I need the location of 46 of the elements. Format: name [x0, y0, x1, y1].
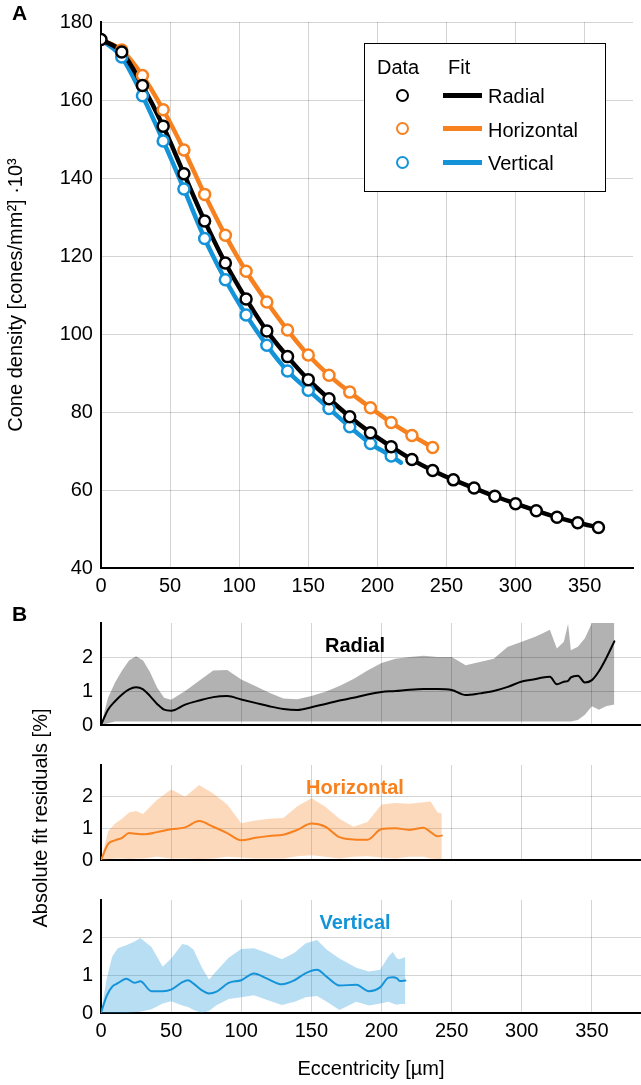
legend-label: Radial	[488, 84, 545, 108]
x-tick-label: 0	[95, 1018, 107, 1041]
annotation: Fit	[448, 55, 471, 79]
y-tick-label: 100	[59, 321, 93, 344]
y-tick-label: 80	[70, 399, 93, 422]
y-tick-label: 2	[81, 644, 93, 667]
y-tick-label: 1	[81, 678, 93, 701]
x-tick-label: 250	[429, 573, 464, 596]
y-tick-label: 40	[70, 555, 93, 578]
x-tick-label: 50	[160, 1018, 183, 1041]
y-tick-label: 2	[81, 925, 93, 948]
x-tick-label: 50	[158, 573, 182, 596]
y-tick-label: 140	[59, 165, 93, 188]
legend-label: Vertical	[488, 151, 554, 175]
y-tick-label: 180	[59, 9, 93, 32]
y-axis-title: Cone density [cones/mm²] ·10³	[3, 157, 26, 432]
x-tick-label: 200	[364, 1018, 399, 1041]
y-tick-label: 1	[81, 815, 93, 838]
x-tick-label: 300	[505, 1018, 539, 1041]
y-tick-label: 2	[81, 784, 93, 807]
y-axis-title: Absolute fit residuals [%]	[28, 708, 52, 927]
y-tick-label: 1	[81, 962, 93, 985]
y-tick-label: 0	[81, 712, 93, 735]
legend-label: Horizontal	[488, 117, 579, 142]
text: Vertical	[319, 910, 391, 933]
x-tick-label: 100	[222, 573, 256, 596]
text: A	[12, 1, 28, 25]
x-tick-label: 350	[567, 573, 602, 596]
x-tick-label: 350	[575, 1018, 609, 1041]
x-axis-title: Eccentricity [µm]	[297, 1056, 445, 1079]
x-tick-label: 150	[294, 1018, 329, 1041]
x-tick-label: 100	[224, 1018, 258, 1041]
x-tick-label: 200	[360, 573, 395, 596]
text: Horizontal	[306, 775, 404, 798]
y-tick-label: 0	[81, 1000, 93, 1023]
text: Radial	[324, 633, 386, 656]
x-tick-label: 150	[291, 573, 325, 596]
y-tick-label: 160	[59, 87, 93, 110]
x-tick-label: 300	[498, 573, 533, 596]
annotation: Data	[377, 55, 420, 79]
text: B	[12, 602, 28, 626]
y-tick-label: 120	[59, 243, 93, 266]
x-tick-label: 250	[434, 1018, 469, 1041]
x-tick-label: 0	[95, 573, 107, 596]
y-tick-label: 60	[70, 477, 93, 500]
y-tick-label: 0	[81, 847, 93, 870]
